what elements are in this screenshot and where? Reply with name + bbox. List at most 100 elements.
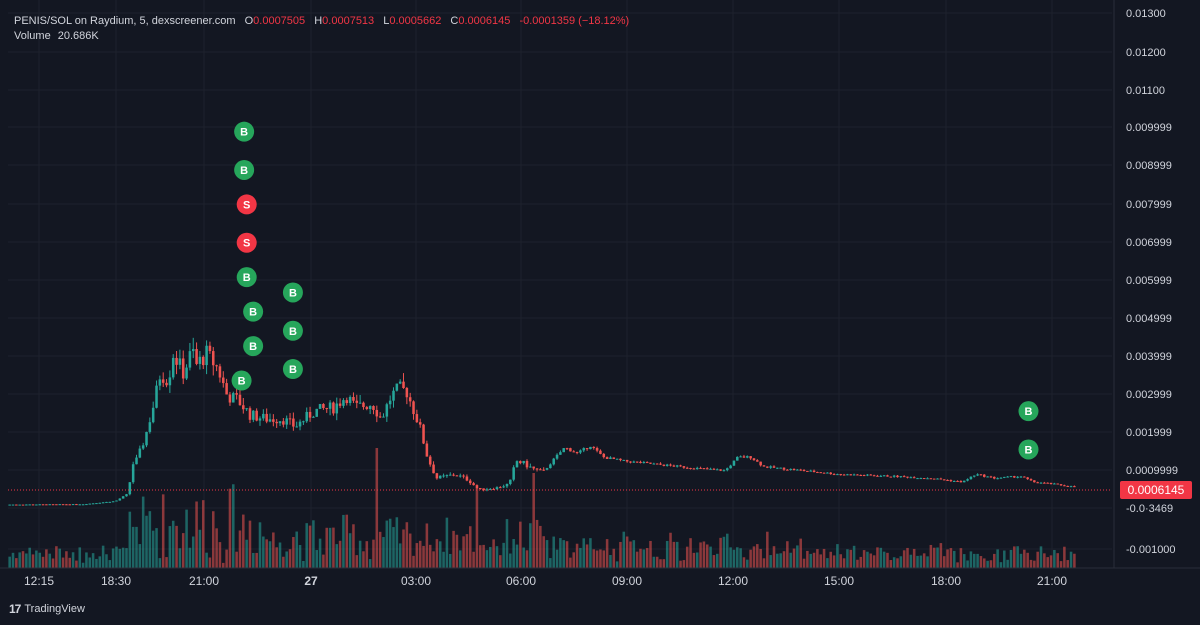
- marker-circle: [1018, 439, 1039, 460]
- volume-bar: [98, 556, 102, 568]
- candle-body: [252, 410, 255, 420]
- volume-bar: [155, 528, 158, 568]
- current-price-badge[interactable]: [1120, 481, 1192, 499]
- candle-body: [292, 418, 295, 427]
- volume-bar: [442, 551, 445, 568]
- volume-bar: [652, 556, 656, 568]
- volume-bar: [65, 551, 68, 568]
- volume-bar: [769, 555, 772, 568]
- volume-bar: [392, 527, 395, 568]
- volume-bar: [195, 501, 198, 568]
- candle-body: [452, 474, 455, 476]
- candle-body: [592, 446, 596, 449]
- volume-bar: [255, 552, 258, 568]
- candle-body: [772, 466, 776, 468]
- candle-body: [799, 469, 802, 471]
- volume-bar: [1039, 546, 1043, 568]
- candle-body: [615, 458, 619, 460]
- volume-bar: [288, 549, 292, 568]
- time-axis[interactable]: 12:15 18:30 21:00 27 03:00 06:00 09:00 12:00 15:…: [0, 567, 1200, 588]
- marker-label: B: [240, 127, 248, 139]
- sell-marker[interactable]: S: [236, 232, 257, 253]
- candle-body: [65, 504, 68, 506]
- volume-bar: [1006, 559, 1009, 568]
- volume-bar: [185, 509, 188, 568]
- volume-bar: [926, 556, 929, 568]
- candle-body: [769, 466, 772, 468]
- volume-bar: [882, 551, 886, 568]
- volume-bar: [525, 550, 529, 568]
- buy-marker[interactable]: B: [282, 320, 303, 341]
- candle-body: [826, 472, 829, 474]
- volume-bar: [632, 540, 636, 568]
- candle-body: [789, 468, 792, 470]
- ohlc-legend: PENIS/SOL on Raydium, 5, dexscreener.com…: [14, 15, 629, 27]
- candle-body: [919, 478, 923, 480]
- candle-body: [639, 461, 642, 464]
- buy-marker[interactable]: B: [1018, 401, 1039, 422]
- buy-marker[interactable]: B: [231, 370, 252, 391]
- volume-bar: [959, 548, 963, 568]
- price-axis[interactable]: 0.01300 0.01200 0.01100 0.009999 0.008999 0.0…: [1113, 0, 1178, 568]
- volume-bar: [589, 538, 592, 568]
- tradingview-branding[interactable]: 17 TradingView: [9, 602, 85, 616]
- candle-body: [525, 460, 529, 468]
- buy-marker[interactable]: B: [282, 359, 303, 380]
- candle-body: [71, 504, 75, 506]
- candle-body: [135, 457, 138, 465]
- candle-body: [545, 468, 549, 470]
- candle-body: [1019, 476, 1023, 478]
- volume-label[interactable]: Volume: [14, 30, 51, 42]
- low-value: 0.0005662: [389, 15, 442, 27]
- buy-marker[interactable]: B: [236, 267, 257, 288]
- volume-bar: [135, 526, 138, 568]
- candle-body: [579, 450, 582, 453]
- volume-bar: [48, 553, 51, 568]
- buy-marker[interactable]: B: [234, 159, 255, 180]
- volume-bar: [709, 546, 712, 568]
- symbol-title[interactable]: PENIS/SOL on Raydium, 5, dexscreener.com: [14, 15, 236, 27]
- volume-bar: [1073, 553, 1076, 568]
- close-value: 0.0006145: [458, 15, 511, 27]
- time-tick-label: 09:00: [612, 574, 642, 588]
- volume-bar: [876, 547, 879, 568]
- candle-body: [849, 474, 853, 476]
- volume-bar: [11, 552, 15, 568]
- candle-body: [295, 426, 298, 428]
- candle-body: [762, 465, 766, 467]
- volume-bar: [21, 551, 25, 568]
- volume-bar: [579, 547, 582, 568]
- volume-bar: [208, 557, 212, 568]
- volume-bar: [856, 559, 859, 568]
- candle-body: [846, 474, 849, 476]
- candle-body: [502, 486, 505, 488]
- volume-bar: [715, 553, 719, 568]
- candle-body: [972, 475, 976, 477]
- candle-body: [969, 476, 973, 480]
- volume-bar: [78, 547, 82, 568]
- volume-bar: [836, 544, 839, 568]
- candle-body: [248, 408, 252, 420]
- buy-marker[interactable]: B: [243, 301, 264, 322]
- trade-markers[interactable]: B B S S B B B B B B B B B: [231, 121, 1039, 460]
- candle-body: [298, 421, 302, 427]
- volume-bar: [472, 551, 475, 568]
- candle-body: [268, 419, 272, 422]
- candle-body: [979, 474, 983, 476]
- candle-body: [245, 408, 248, 410]
- buy-marker[interactable]: B: [234, 121, 255, 142]
- volume-bar: [178, 548, 182, 568]
- sell-marker[interactable]: S: [236, 194, 257, 215]
- buy-marker[interactable]: B: [1018, 439, 1039, 460]
- volume-bar: [191, 536, 195, 568]
- candle-body: [759, 461, 762, 466]
- candle-body: [345, 400, 349, 404]
- volume-bar: [849, 549, 853, 568]
- volume-bar: [519, 521, 522, 568]
- candle-body: [455, 475, 459, 477]
- buy-marker[interactable]: B: [282, 282, 303, 303]
- candle-body: [952, 480, 956, 482]
- buy-marker[interactable]: B: [243, 336, 264, 357]
